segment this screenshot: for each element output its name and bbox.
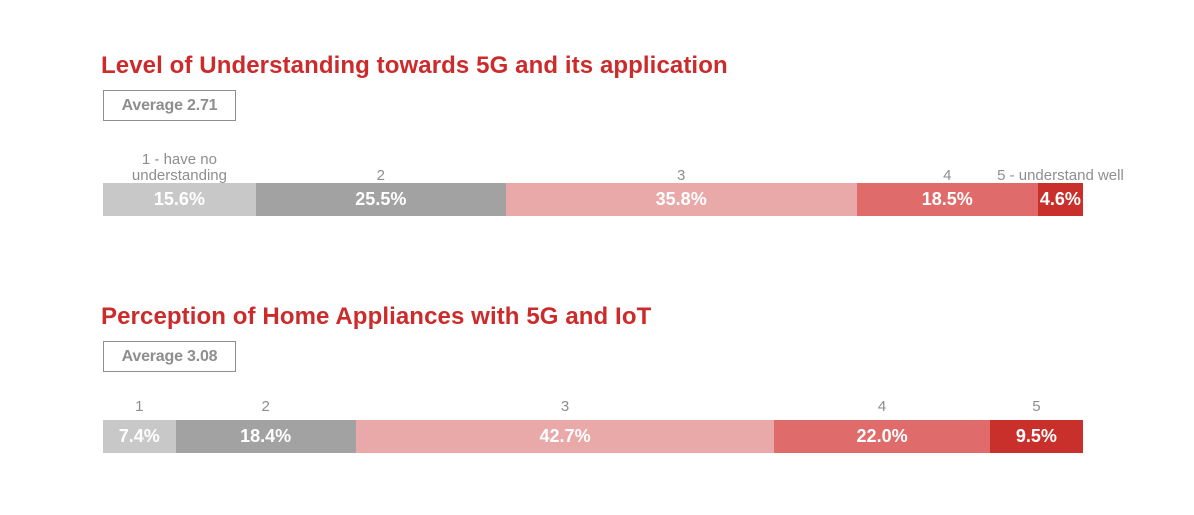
category-label-1: 1 [135,398,144,415]
bar-segment-5: 9.5% [989,420,1083,453]
value-label: 18.5% [921,189,973,209]
bar-segment-3: 42.7% [355,420,775,453]
stacked-bar: 7.4% 18.4% 42.7% 22.0% 9.5% [103,420,1083,453]
category-label-3: 3 [560,398,570,415]
category-labels: 1 - have no understanding 2 3 4 5 - understa… [103,132,1124,184]
category-label-4: 4 [943,167,952,184]
value-label: 25.5% [355,189,407,209]
average-badge: Average 3.08 [103,341,236,372]
category-label-4: 4 [877,398,887,415]
value-label: 9.5% [1015,426,1057,446]
bar-segment-1: 15.6% [103,183,256,216]
category-label-5: 5 [1032,398,1041,415]
category-label-3: 3 [677,167,686,184]
chart-title: Level of Understanding towards 5G and it… [101,52,728,79]
value-label: 7.4% [118,426,160,446]
bar-segment-4: 22.0% [774,420,990,453]
bar-segment-5: 4.6% [1037,183,1083,216]
bar-segment-1: 7.4% [103,420,176,453]
value-label: 35.8% [655,189,707,209]
category-label-1: 1 - have no understanding [131,151,227,184]
bar-segment-3: 35.8% [505,183,857,216]
value-label: 42.7% [539,426,591,446]
category-labels: 1 2 3 4 5 [103,375,1083,415]
stacked-bar: 15.6% 25.5% 35.8% 18.5% 4.6% [103,183,1083,216]
category-label-5: 5 - understand well [997,167,1124,184]
bar-segment-2: 25.5% [255,183,506,216]
bar-segment-2: 18.4% [175,420,356,453]
category-label-2: 2 [376,167,385,184]
bar-segment-4: 18.5% [856,183,1038,216]
value-label: 18.4% [240,426,292,446]
value-label: 22.0% [856,426,908,446]
value-label: 4.6% [1039,189,1081,209]
average-badge: Average 2.71 [103,90,236,121]
chart-title: Perception of Home Appliances with 5G an… [101,303,652,330]
category-label-2: 2 [261,398,270,415]
value-label: 15.6% [153,189,205,209]
